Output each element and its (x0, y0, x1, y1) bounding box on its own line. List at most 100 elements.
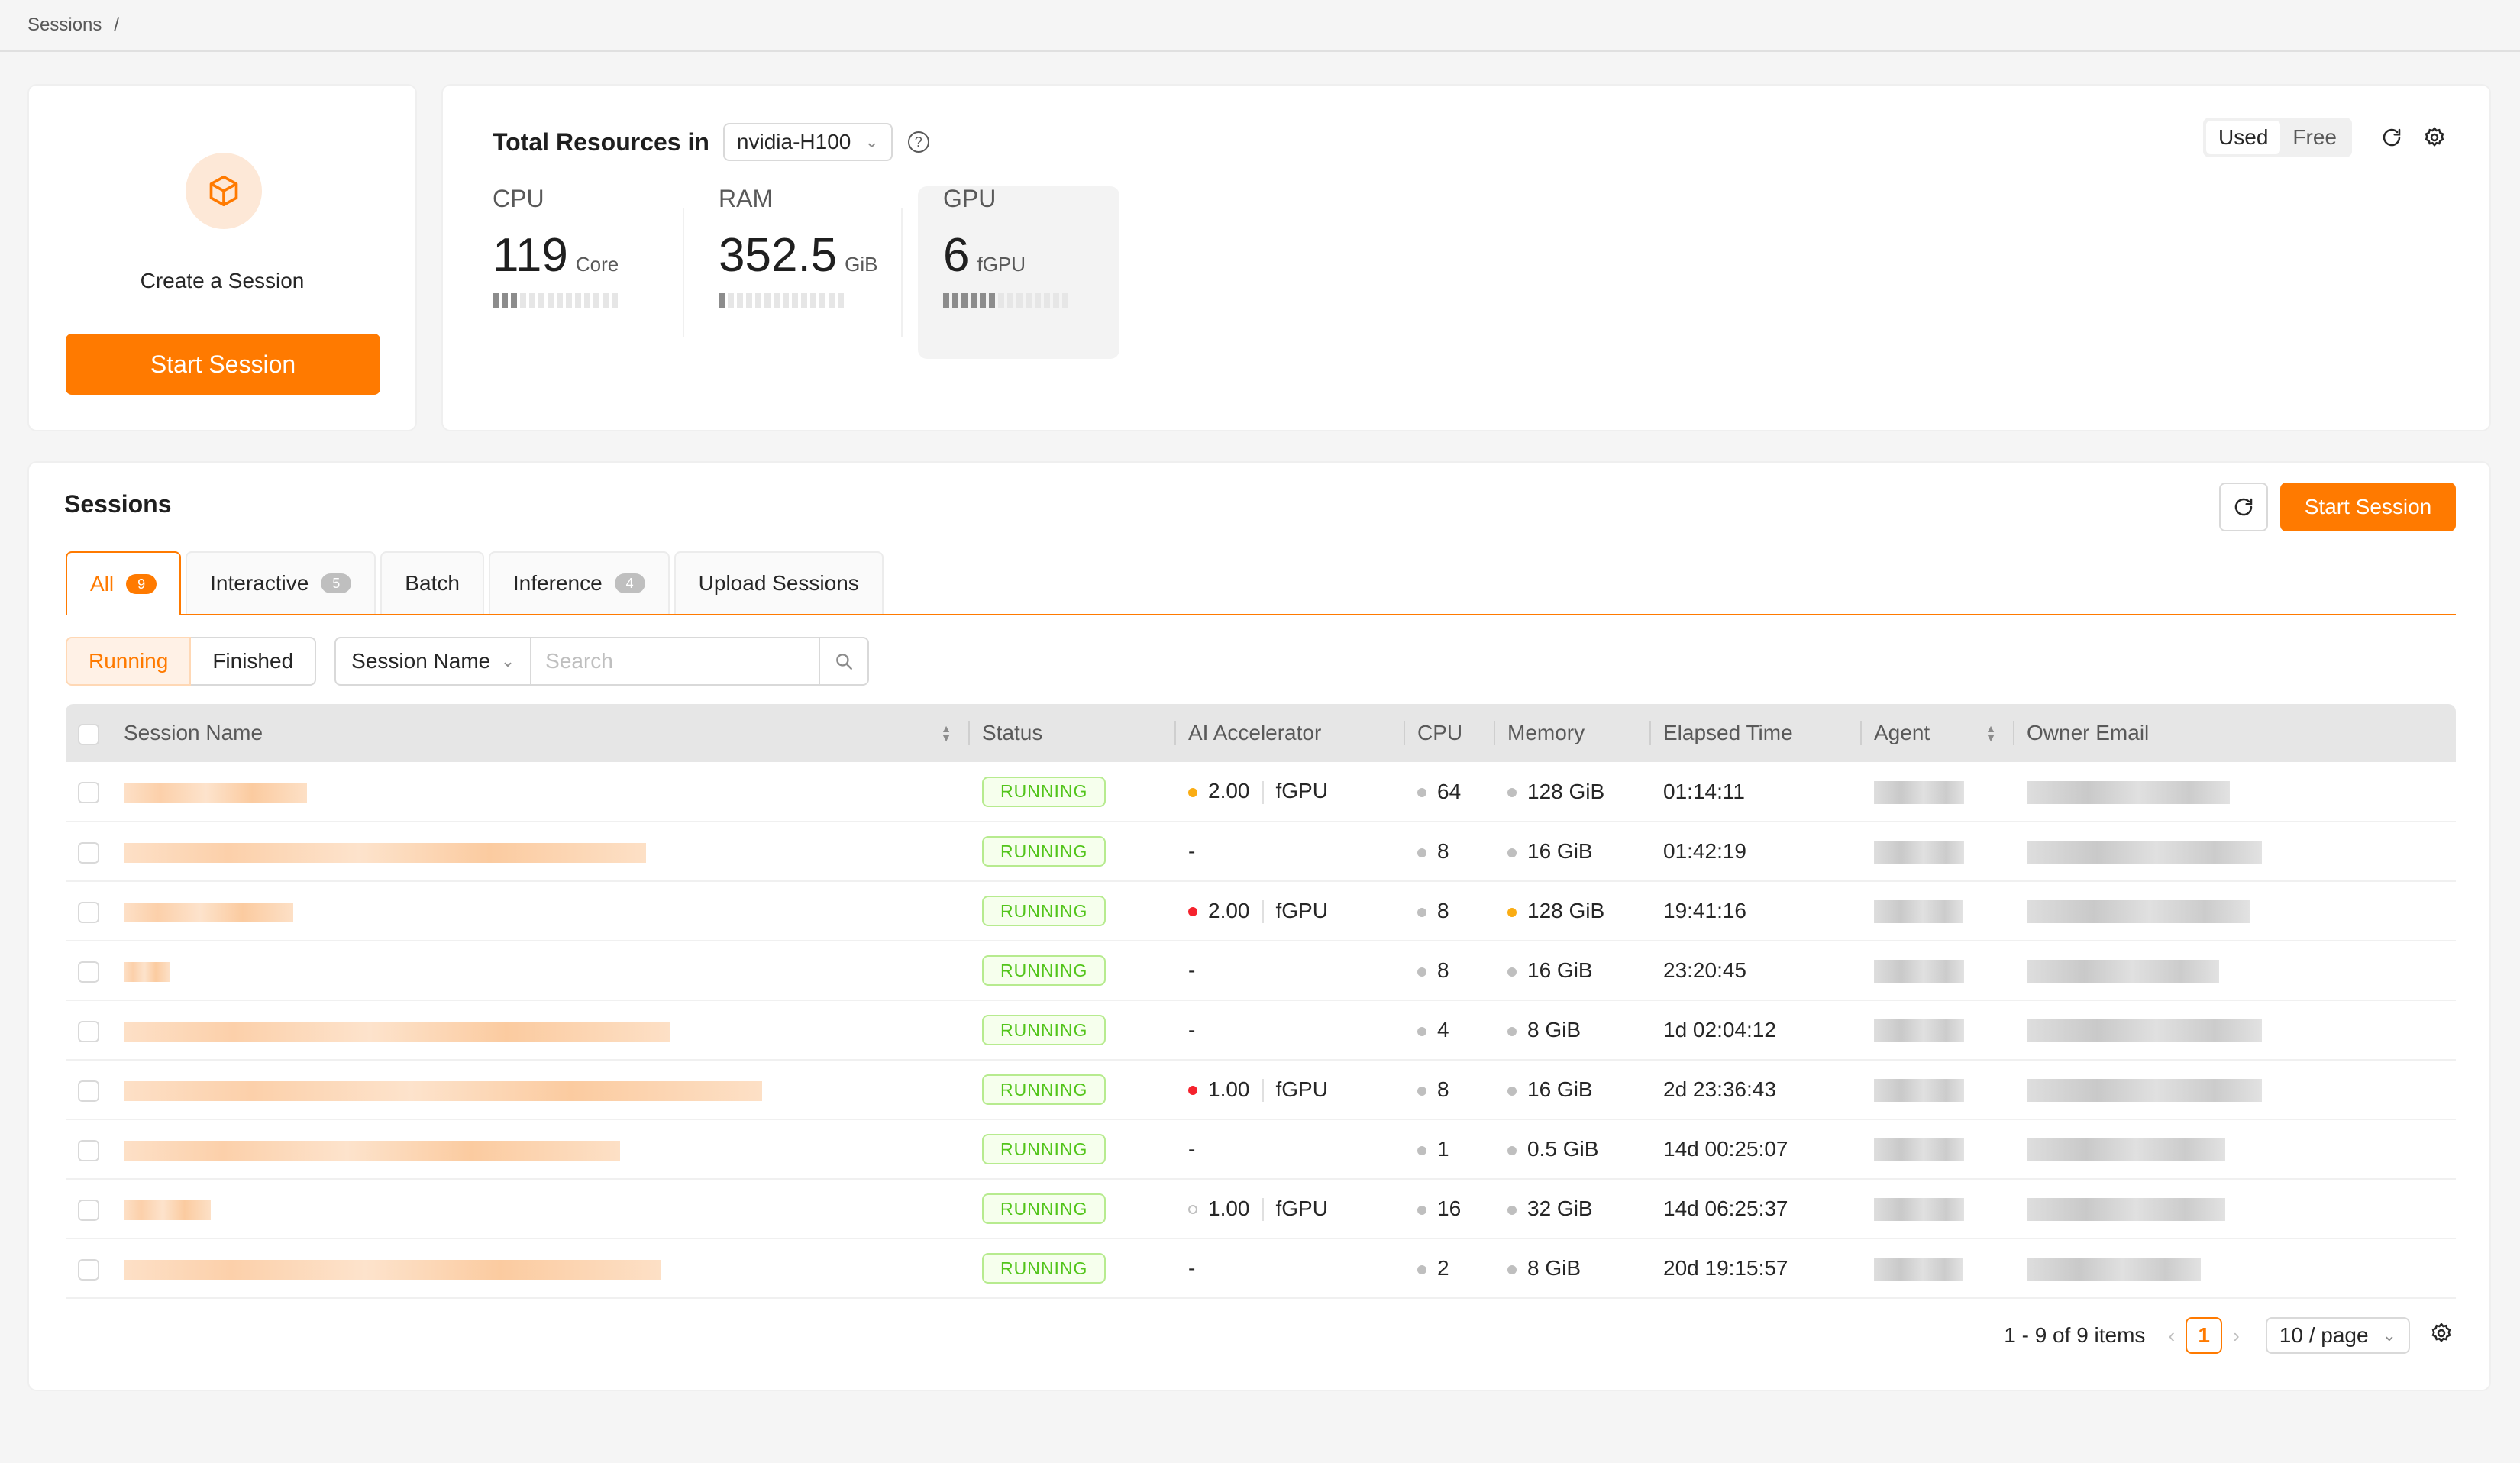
chevron-left-icon[interactable]: ‹ (2168, 1323, 2176, 1347)
status-cell: RUNNING (970, 822, 1176, 882)
accelerator-value: - (1188, 1137, 1196, 1161)
table-row[interactable]: RUNNING 1.00 fGPU 16 32 GiB 14d 06:25:37 (66, 1179, 2456, 1239)
session-name-cell[interactable] (111, 1060, 970, 1120)
session-name-cell[interactable] (111, 822, 970, 882)
status-cell: RUNNING (970, 1060, 1176, 1120)
session-name-cell[interactable] (111, 762, 970, 822)
session-name-cell[interactable] (111, 1119, 970, 1180)
row-checkbox[interactable] (66, 762, 111, 822)
toggle-used[interactable]: Used (2206, 121, 2281, 154)
status-dot (1507, 1145, 1517, 1155)
row-checkbox[interactable] (66, 1119, 111, 1180)
usage-segment (584, 293, 590, 308)
col-session-name[interactable]: Session Name ▲ ▼ (111, 704, 970, 762)
breadcrumb-sessions[interactable]: Sessions (27, 15, 102, 35)
memory-cell: 128 GiB (1495, 881, 1651, 941)
tab-all[interactable]: All 9 (66, 551, 182, 615)
memory-value: 16 GiB (1527, 839, 1593, 863)
redacted-session-name[interactable] (124, 842, 646, 863)
status-dot (1188, 907, 1197, 917)
row-checkbox[interactable] (66, 822, 111, 882)
redacted-agent (1874, 1019, 1964, 1043)
tab-interactive[interactable]: Interactive 5 (186, 551, 376, 614)
used-free-toggle[interactable]: Used Free (2203, 118, 2352, 157)
page-size-select[interactable]: 10 / page ⌄ (2265, 1317, 2410, 1354)
redacted-session-name[interactable] (124, 783, 307, 803)
refresh-icon[interactable] (2376, 122, 2407, 153)
table-row[interactable]: RUNNING - 8 16 GiB 01:42:19 (66, 822, 2456, 882)
cpu-unit: Core (575, 253, 619, 276)
cpu-value: 64 (1437, 779, 1462, 803)
help-icon[interactable]: ? (907, 131, 929, 153)
start-session-button[interactable]: Start Session (66, 334, 380, 395)
table-row[interactable]: RUNNING - 2 8 GiB 20d 19:15:57 (66, 1239, 2456, 1299)
tab-inference[interactable]: Inference 4 (488, 551, 670, 614)
row-checkbox[interactable] (66, 1179, 111, 1239)
table-row[interactable]: RUNNING - 4 8 GiB 1d 02:04:12 (66, 1000, 2456, 1061)
usage-segment (774, 293, 780, 308)
col-ai-accelerator: AI Accelerator (1176, 704, 1405, 762)
redacted-session-name[interactable] (124, 902, 293, 922)
redacted-session-name[interactable] (124, 1259, 661, 1280)
session-name-cell[interactable] (111, 1000, 970, 1061)
cpu-label: CPU (493, 185, 544, 212)
redacted-session-name[interactable] (124, 1021, 670, 1042)
resource-group-select[interactable]: nvidia-H100 ⌄ (722, 123, 893, 161)
agent-cell (1862, 941, 2014, 1001)
tab-label: Inference (512, 571, 603, 595)
session-type-tabs: All 9 Interactive 5 Batch Inference 4 Up… (66, 551, 2456, 615)
toggle-free[interactable]: Free (2292, 125, 2337, 149)
table-row[interactable]: RUNNING 2.00 fGPU 8 128 GiB 19:41:16 (66, 881, 2456, 941)
session-name-cell[interactable] (111, 1239, 970, 1299)
breadcrumb-separator: / (114, 15, 120, 35)
redacted-session-name[interactable] (124, 1140, 620, 1161)
session-name-cell[interactable] (111, 1179, 970, 1239)
row-checkbox[interactable] (66, 881, 111, 941)
session-name-cell[interactable] (111, 941, 970, 1001)
cpu-cell: 8 (1405, 1060, 1495, 1120)
ram-usage-bar (719, 293, 878, 308)
agent-cell (1862, 1239, 2014, 1299)
agent-cell (1862, 881, 2014, 941)
row-checkbox[interactable] (66, 1000, 111, 1061)
table-row[interactable]: RUNNING 2.00 fGPU 64 128 GiB 01:14:11 (66, 762, 2456, 822)
redacted-session-name[interactable] (124, 1080, 762, 1101)
table-row[interactable]: RUNNING 1.00 fGPU 8 16 GiB 2d 23:36:43 (66, 1060, 2456, 1120)
accelerator-cell: - (1176, 822, 1405, 882)
owner-email-cell (2014, 881, 2456, 941)
elapsed-time-cell: 01:42:19 (1651, 822, 1862, 882)
accelerator-value: - (1188, 1256, 1196, 1280)
table-row[interactable]: RUNNING - 8 16 GiB 23:20:45 (66, 941, 2456, 1001)
chevron-right-icon[interactable]: › (2233, 1323, 2240, 1347)
usage-segment (989, 293, 995, 308)
row-checkbox[interactable] (66, 941, 111, 1001)
redacted-session-name[interactable] (124, 1200, 211, 1220)
redacted-session-name[interactable] (124, 961, 170, 982)
start-session-button[interactable]: Start Session (2280, 483, 2456, 531)
filter-finished[interactable]: Finished (191, 637, 317, 686)
search-button[interactable] (820, 637, 870, 686)
row-checkbox[interactable] (66, 1060, 111, 1120)
tab-upload-sessions[interactable]: Upload Sessions (674, 551, 884, 614)
select-all-checkbox[interactable] (66, 704, 111, 762)
col-agent[interactable]: Agent ▲ ▼ (1862, 704, 2014, 762)
status-dot (1417, 1264, 1426, 1274)
memory-cell: 32 GiB (1495, 1179, 1651, 1239)
table-row[interactable]: RUNNING - 1 0.5 GiB 14d 00:25:07 (66, 1119, 2456, 1180)
session-name-cell[interactable] (111, 881, 970, 941)
gpu-label: GPU (943, 185, 997, 212)
gpu-highlight (918, 186, 1119, 359)
cpu-value: 8 (1437, 839, 1449, 863)
page-1-button[interactable]: 1 (2186, 1317, 2223, 1354)
row-checkbox[interactable] (66, 1239, 111, 1299)
tab-batch[interactable]: Batch (380, 551, 484, 614)
agent-cell (1862, 1119, 2014, 1180)
search-input[interactable]: Search (531, 637, 821, 686)
settings-icon[interactable] (2419, 122, 2450, 153)
search-field-select[interactable]: Session Name ⌄ (334, 637, 532, 686)
table-settings-icon[interactable] (2430, 1322, 2453, 1350)
ram-metric: RAM 352.5 GiB (719, 185, 878, 308)
refresh-button[interactable] (2219, 483, 2268, 531)
filter-running[interactable]: Running (66, 637, 192, 686)
memory-value: 0.5 GiB (1527, 1137, 1599, 1161)
